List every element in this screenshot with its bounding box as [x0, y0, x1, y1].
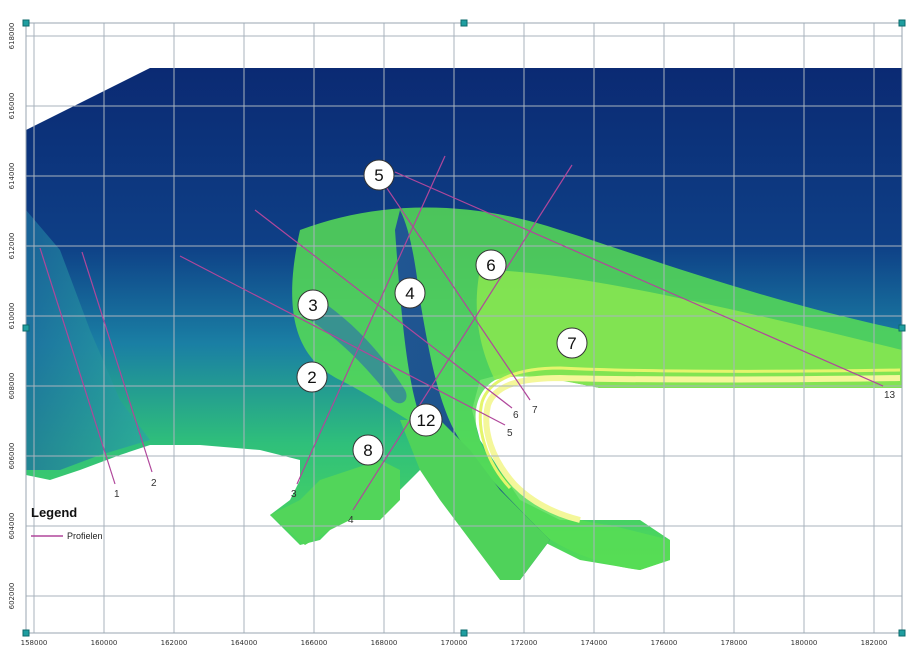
handle-bottom-left[interactable] [22, 629, 30, 637]
zone-marker-2: 2 [296, 361, 328, 393]
zone-marker-7: 7 [556, 327, 588, 359]
x-tick-label: 172000 [511, 639, 538, 647]
x-tick-label: 162000 [161, 639, 188, 647]
y-tick-label: 610000 [8, 303, 16, 330]
handle-top-mid[interactable] [460, 19, 468, 27]
handle-mid-left[interactable] [22, 324, 30, 332]
y-tick-label: 604000 [8, 513, 16, 540]
profile-label-7: 7 [532, 405, 538, 416]
handle-top-right[interactable] [898, 19, 906, 27]
profile-line-13 [394, 171, 884, 387]
profile-line-3 [296, 155, 446, 485]
y-tick-label: 608000 [8, 373, 16, 400]
map-legend: Legend Profielen [31, 505, 103, 541]
profile-label-3: 3 [291, 489, 297, 500]
profile-line-6 [254, 209, 513, 409]
x-tick-label: 180000 [791, 639, 818, 647]
y-tick-label: 618000 [8, 23, 16, 50]
zone-marker-2-label: 2 [307, 368, 316, 387]
profile-line-2 [81, 251, 153, 473]
x-tick-label: 164000 [231, 639, 258, 647]
zone-marker-6: 6 [475, 249, 507, 281]
y-tick-label: 616000 [8, 93, 16, 120]
zone-marker-12: 12 [409, 403, 443, 437]
legend-title: Legend [31, 505, 77, 520]
handle-mid-right[interactable] [898, 324, 906, 332]
x-tick-label: 170000 [441, 639, 468, 647]
map-grid [26, 23, 902, 633]
x-tick-label: 158000 [21, 639, 48, 647]
y-axis-ticks: 618000 616000 614000 612000 610000 608000 6060… [8, 23, 16, 610]
handle-bottom-right[interactable] [898, 629, 906, 637]
shoal-light [476, 270, 902, 388]
profile-lines [39, 155, 884, 511]
handle-top-left[interactable] [22, 19, 30, 27]
zone-marker-4-label: 4 [405, 284, 414, 303]
profile-label-2: 2 [151, 478, 157, 489]
x-tick-label: 178000 [721, 639, 748, 647]
profile-label-13: 13 [884, 390, 896, 401]
x-tick-label: 176000 [651, 639, 678, 647]
zone-marker-5: 5 [363, 159, 395, 191]
zone-marker-7-label: 7 [567, 334, 576, 353]
west-flat [270, 460, 400, 545]
y-tick-label: 606000 [8, 443, 16, 470]
legend-item-profielen: Profielen [67, 531, 103, 541]
profile-line-7 [379, 177, 531, 401]
profile-line-4 [352, 164, 573, 511]
beach-rim-inner [478, 366, 901, 490]
bathymetry-layer [26, 68, 902, 580]
x-tick-label: 166000 [301, 639, 328, 647]
profile-line-5 [179, 255, 506, 426]
y-tick-label: 612000 [8, 233, 16, 260]
selection-handles[interactable] [22, 19, 906, 637]
x-tick-label: 168000 [371, 639, 398, 647]
zone-marker-8-label: 8 [363, 441, 372, 460]
x-tick-label: 160000 [91, 639, 118, 647]
zone-markers: 5 6 4 3 7 2 12 8 [296, 159, 588, 466]
channel-west-branch [310, 300, 407, 404]
zone-marker-5-label: 5 [374, 166, 383, 185]
zone-marker-8: 8 [352, 434, 384, 466]
x-axis-ticks: 158000 160000 162000 164000 166000 168000 1700… [21, 639, 888, 647]
profile-labels: 1 2 3 4 5 6 7 13 [114, 390, 896, 526]
shoal-band [292, 207, 902, 570]
x-tick-label: 182000 [861, 639, 888, 647]
x-tick-label: 174000 [581, 639, 608, 647]
zone-marker-6-label: 6 [486, 256, 495, 275]
profile-label-4: 4 [348, 515, 354, 526]
south-lobe [400, 420, 550, 580]
y-tick-label: 602000 [8, 583, 16, 610]
handle-bottom-mid[interactable] [460, 629, 468, 637]
zone-marker-12-label: 12 [417, 411, 436, 430]
west-shelf [26, 210, 150, 470]
zone-marker-4: 4 [394, 277, 426, 309]
zone-marker-3-label: 3 [308, 296, 317, 315]
zone-marker-3: 3 [297, 289, 329, 321]
profile-label-5: 5 [507, 428, 513, 439]
profile-label-1: 1 [114, 489, 120, 500]
y-tick-label: 614000 [8, 163, 16, 190]
profile-line-1 [39, 247, 116, 485]
profile-label-6: 6 [513, 410, 519, 421]
beach-rim [483, 374, 901, 523]
